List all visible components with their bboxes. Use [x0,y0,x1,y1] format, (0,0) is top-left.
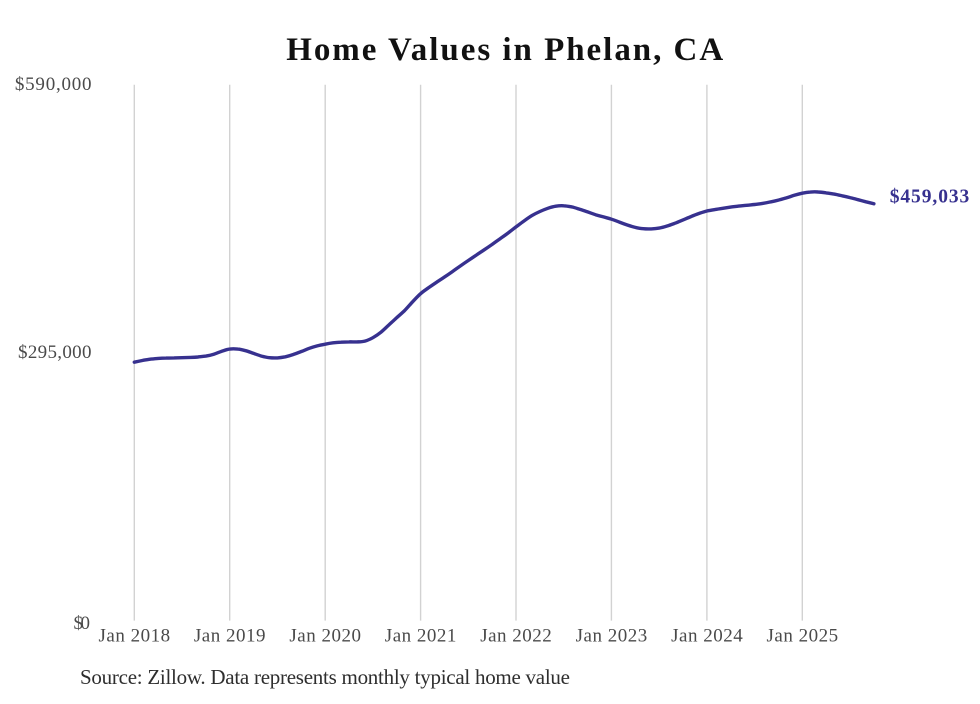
svg-text:$459,033: $459,033 [890,186,970,207]
svg-text:Jan 2018: Jan 2018 [99,625,171,646]
svg-text:Jan 2025: Jan 2025 [767,625,839,646]
svg-text:Jan 2024: Jan 2024 [671,625,743,646]
svg-text:Jan 2023: Jan 2023 [576,625,648,646]
svg-text:Source: Zillow. Data represent: Source: Zillow. Data represents monthly … [80,665,570,689]
svg-text:Jan 2020: Jan 2020 [289,625,361,646]
svg-text:Jan 2021: Jan 2021 [385,625,457,646]
svg-text:$590,000: $590,000 [15,74,92,95]
svg-text:Jan 2019: Jan 2019 [194,625,266,646]
svg-text:$295,000: $295,000 [18,342,92,363]
svg-text:Home Values in Phelan, CA: Home Values in Phelan, CA [286,32,723,68]
svg-text:Jan 2022: Jan 2022 [480,625,552,646]
svg-text:$0: $0 [74,613,91,634]
